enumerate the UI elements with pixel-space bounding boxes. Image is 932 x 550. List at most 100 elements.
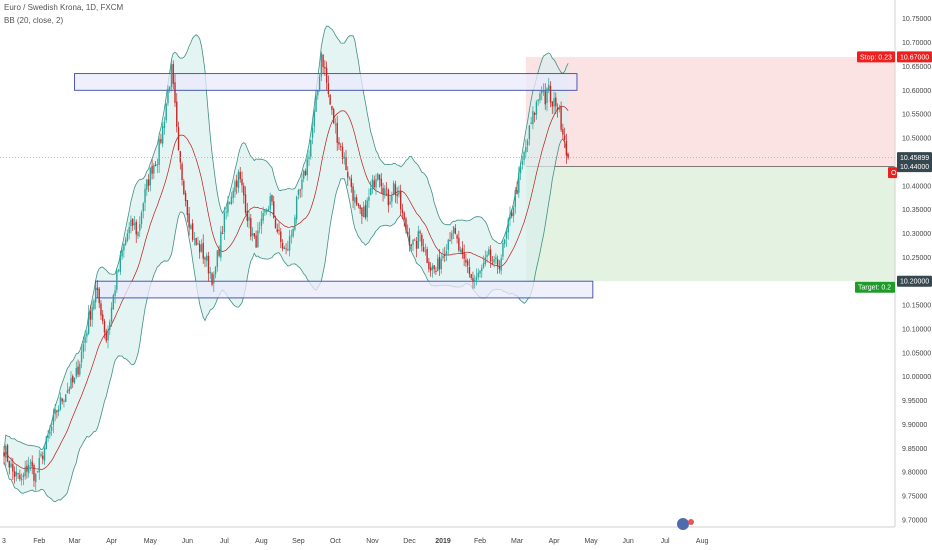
x-tick-label: Oct — [330, 538, 341, 545]
candle — [170, 58, 173, 92]
candle-body — [509, 214, 511, 220]
candle-body — [102, 314, 104, 321]
candle — [255, 230, 257, 248]
candle — [525, 139, 527, 159]
candle — [294, 214, 296, 232]
candle-body — [5, 445, 7, 458]
candle — [216, 250, 219, 272]
position-tool[interactable] — [525, 56, 895, 282]
candle-body — [54, 409, 56, 415]
candle — [112, 293, 115, 311]
candle — [73, 377, 76, 385]
candle-body — [530, 122, 532, 125]
candle-body — [295, 196, 298, 220]
candle — [184, 190, 187, 207]
candle — [488, 246, 490, 256]
candle-body — [230, 196, 233, 205]
candle-body — [407, 231, 409, 235]
candle-body — [147, 179, 150, 186]
target-zone[interactable] — [525, 166, 895, 282]
candle-body — [549, 86, 552, 103]
candle-body — [65, 394, 67, 403]
candle-body — [310, 139, 312, 157]
candle-body — [167, 88, 169, 104]
candle — [422, 238, 425, 253]
candle — [93, 298, 95, 311]
candle-body — [184, 192, 187, 202]
candle — [348, 176, 351, 181]
candle-body — [474, 279, 476, 282]
candle — [375, 173, 377, 195]
candle — [31, 455, 33, 475]
candle — [429, 262, 432, 277]
candle — [42, 451, 44, 465]
candle-body — [352, 186, 354, 201]
candle-body — [331, 106, 333, 110]
candle — [470, 273, 472, 280]
x-tick-label: Feb — [474, 538, 486, 545]
candle-body — [26, 465, 28, 472]
candle — [116, 267, 118, 293]
candle — [331, 105, 333, 115]
candle-body — [565, 140, 568, 156]
y-tick-label: 10.75000 — [902, 16, 931, 23]
candle-body — [117, 269, 120, 272]
candle — [147, 174, 150, 192]
candle — [408, 227, 411, 252]
candle — [253, 233, 256, 240]
candle-body — [142, 203, 144, 212]
candle — [528, 124, 531, 146]
candle-body — [505, 231, 508, 239]
candle-body — [123, 243, 125, 251]
candle-body — [52, 415, 55, 425]
candle-body — [403, 212, 405, 220]
candle — [509, 206, 511, 227]
candle — [72, 374, 74, 388]
candle-body — [31, 461, 33, 467]
support-zone[interactable] — [95, 280, 594, 299]
candle-body — [452, 226, 455, 234]
candle — [428, 257, 430, 273]
y-tick-label: 10.50000 — [902, 136, 931, 143]
candle-body — [399, 191, 402, 210]
last-price-tag-bg — [897, 152, 932, 164]
candle-body — [507, 219, 509, 233]
candle — [456, 233, 458, 244]
candle — [66, 382, 69, 394]
resistance-zone[interactable] — [74, 73, 578, 91]
candle — [158, 132, 160, 173]
candle-body — [61, 398, 63, 402]
candle — [209, 267, 211, 280]
candle-body — [477, 272, 479, 278]
candle-body — [232, 190, 234, 198]
candle-body — [246, 210, 248, 221]
candle-body — [498, 266, 501, 270]
candle-body — [188, 213, 190, 228]
candle-body — [154, 164, 157, 167]
candle-body — [541, 90, 543, 94]
candle-body — [396, 194, 398, 197]
candle-body — [244, 194, 247, 213]
candle-body — [525, 146, 527, 153]
candle-body — [366, 200, 368, 218]
candle-body — [200, 244, 203, 252]
candle — [89, 305, 92, 327]
candle-body — [98, 288, 100, 304]
candle — [142, 201, 144, 219]
candle — [421, 232, 423, 252]
candle — [343, 152, 345, 165]
candle — [385, 182, 388, 197]
candle-body — [204, 257, 206, 260]
candle — [287, 240, 289, 252]
y-tick-label: 10.25000 — [902, 255, 931, 262]
candle — [442, 248, 444, 261]
chart-logo — [677, 518, 694, 530]
candle-body — [468, 267, 471, 275]
indicator-label[interactable]: BB (20, close, 2) — [4, 16, 64, 25]
stop-zone[interactable] — [525, 56, 895, 167]
candle — [567, 152, 569, 160]
candle — [498, 260, 501, 274]
candle-body — [179, 151, 181, 163]
